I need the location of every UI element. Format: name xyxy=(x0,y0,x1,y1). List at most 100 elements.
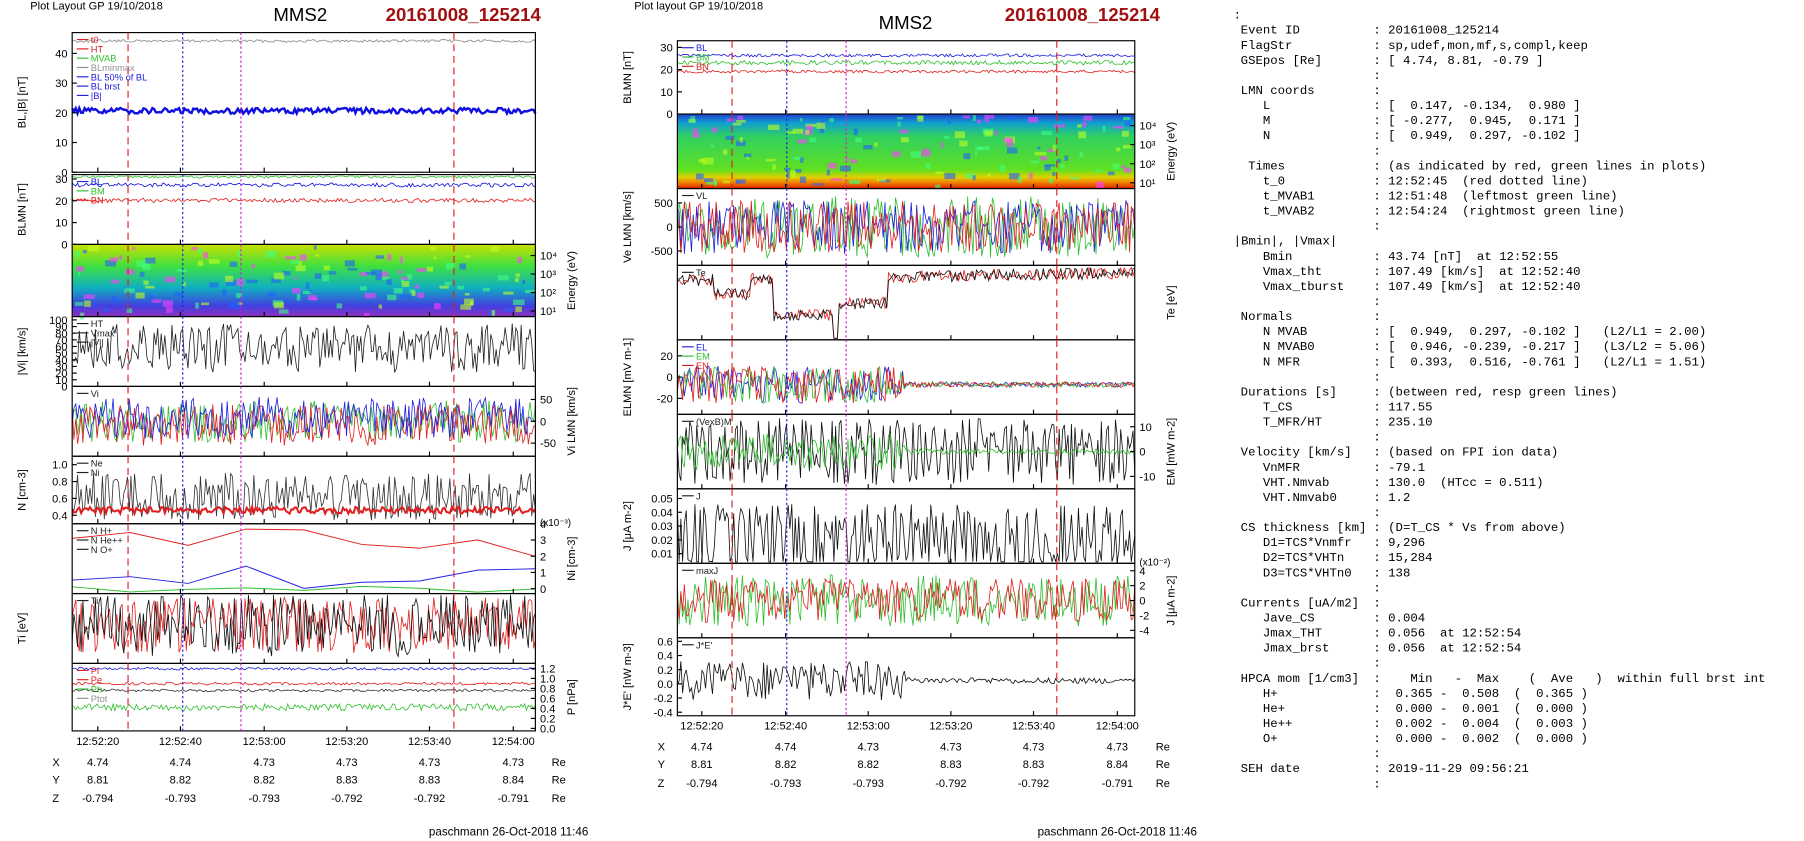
info-value: : 0.000 - 0.002 ( 0.000 ) xyxy=(1373,732,1588,746)
y-axis-label: Te [eV] xyxy=(1165,285,1177,319)
ephemeris-cell: 8.81 xyxy=(691,759,713,771)
ephemeris-cell: 8.82 xyxy=(775,759,797,771)
legend-entry: Vi xyxy=(91,389,99,399)
info-value: : xyxy=(1373,431,1380,445)
panel-frame xyxy=(71,32,536,173)
spectrogram-cell xyxy=(1044,164,1056,167)
spectrogram-cell xyxy=(174,292,184,297)
y-axis-label: ELMN [mV m-1] xyxy=(622,338,634,417)
time-tick-label: 12:52:20 xyxy=(680,721,723,733)
y-tick-label: 0.4 xyxy=(540,703,555,715)
spectrogram-cell xyxy=(963,153,971,160)
info-value: : 107.49 [km/s] at 12:52:40 xyxy=(1373,265,1580,279)
spectrogram-cell xyxy=(517,256,523,264)
legend-entry: Ptot xyxy=(91,694,108,704)
spectrogram-cell xyxy=(109,257,118,263)
spectrogram-cell xyxy=(125,269,135,275)
spectrogram-cell xyxy=(743,153,752,158)
trace xyxy=(72,688,536,693)
spectrogram-cell xyxy=(1102,125,1106,133)
y-tick-label: 20 xyxy=(55,368,67,380)
info-value: : 2019-11-29 09:56:21 xyxy=(1373,762,1528,776)
trace xyxy=(71,182,536,188)
panel-frame xyxy=(71,662,536,732)
spectrogram-cell xyxy=(1123,167,1132,173)
panel-frame xyxy=(71,523,536,595)
y-tick-label: 30 xyxy=(55,78,67,90)
info-key: Jave_CS xyxy=(1241,611,1315,625)
info-value: : xyxy=(1373,69,1380,83)
info-key: CS thickness [km] xyxy=(1241,521,1367,535)
spectrogram-cell xyxy=(295,265,306,272)
y-tick-label: 0 xyxy=(1139,447,1145,459)
legend-entry: N O+ xyxy=(91,545,113,555)
spectrogram-cell xyxy=(1122,144,1132,149)
y-tick-label: 10³ xyxy=(1139,140,1155,152)
spectrogram-cell xyxy=(1121,130,1129,137)
spectrogram-cell xyxy=(74,302,84,306)
spacecraft: MMS2 xyxy=(879,12,933,33)
panel: 0.01 0.02 0.03 0.040.05 J [μA m-2] J xyxy=(622,488,1136,564)
ephemeris-cell: -0.793 xyxy=(249,793,280,805)
ephemeris-cell: 8.83 xyxy=(1023,759,1045,771)
panel: -0.4 -0.2 0.0 0.2 0.4 0.6 J*E' [nW m-3] J*E' xyxy=(622,636,1136,719)
spectrogram-cell xyxy=(1006,140,1014,147)
spectrogram-cell xyxy=(460,304,472,310)
spectrogram-cell xyxy=(201,302,210,306)
spectrogram-cell xyxy=(444,281,452,286)
spectrogram-cell xyxy=(307,295,318,301)
panel-frame xyxy=(676,637,1136,717)
spectrogram-cell xyxy=(972,115,976,121)
info-value: : 20161008_125214 xyxy=(1373,24,1499,38)
spectrogram-cell xyxy=(853,128,858,136)
spectrogram-cell xyxy=(987,173,991,177)
spectrogram-cell xyxy=(792,156,802,160)
scale-note: (x10⁻³) xyxy=(540,518,571,529)
spectrogram-cell xyxy=(1041,130,1053,136)
spectrogram-cell xyxy=(382,276,389,280)
spectrogram-cell xyxy=(698,158,706,163)
trace xyxy=(676,433,1135,470)
trace xyxy=(677,200,1136,254)
y-axis-label: Energy (eV) xyxy=(1165,122,1177,181)
spectrogram-cell xyxy=(315,253,320,257)
y-tick-label: 0.03 xyxy=(651,521,673,533)
spacecraft: MMS2 xyxy=(273,4,327,25)
info-value: : Min - Max ( Ave ) within full brst int xyxy=(1373,672,1765,686)
spectrogram-cell xyxy=(863,145,873,150)
spectrogram-cell xyxy=(797,139,807,144)
info-key: LMN coords xyxy=(1241,84,1315,98)
y-tick-label: 70 xyxy=(55,335,67,347)
info-key: N xyxy=(1241,129,1271,143)
trace xyxy=(71,503,537,517)
spectrogram-cell xyxy=(268,292,276,298)
spectrogram-cell xyxy=(690,116,696,123)
spectrogram-cell xyxy=(375,274,382,281)
spectrogram-cell xyxy=(800,176,807,183)
spectrogram-cell xyxy=(784,168,791,171)
trace xyxy=(71,104,537,118)
spectrogram-cell xyxy=(765,158,776,162)
spectrogram-cell xyxy=(378,304,382,309)
y-tick-label: 10¹ xyxy=(540,306,556,318)
info-key: Normals xyxy=(1241,310,1293,324)
spectrogram-cell xyxy=(899,129,909,134)
legend-entry: Pi xyxy=(91,666,99,676)
y-tick-label: -20 xyxy=(657,393,673,405)
ephemeris-cell: -0.792 xyxy=(1018,778,1049,790)
ephemeris-cell: -0.793 xyxy=(853,778,884,790)
y-tick-label: 10 xyxy=(660,87,672,99)
info-value: : xyxy=(1373,777,1380,791)
y-tick-label: 10 xyxy=(55,218,67,230)
spectrogram-cell xyxy=(1040,155,1047,161)
legend-entry: VL xyxy=(696,191,707,201)
spectrogram-cell xyxy=(515,273,520,278)
spectrogram-cell xyxy=(722,149,728,155)
info-key: VHT.Nmvab xyxy=(1241,476,1330,490)
spectrogram-cell xyxy=(314,244,317,250)
info-value: : xyxy=(1373,581,1380,595)
spectrogram-cell xyxy=(445,262,455,270)
spectrogram-cell xyxy=(111,296,118,302)
legend-entry: Te xyxy=(696,268,706,278)
